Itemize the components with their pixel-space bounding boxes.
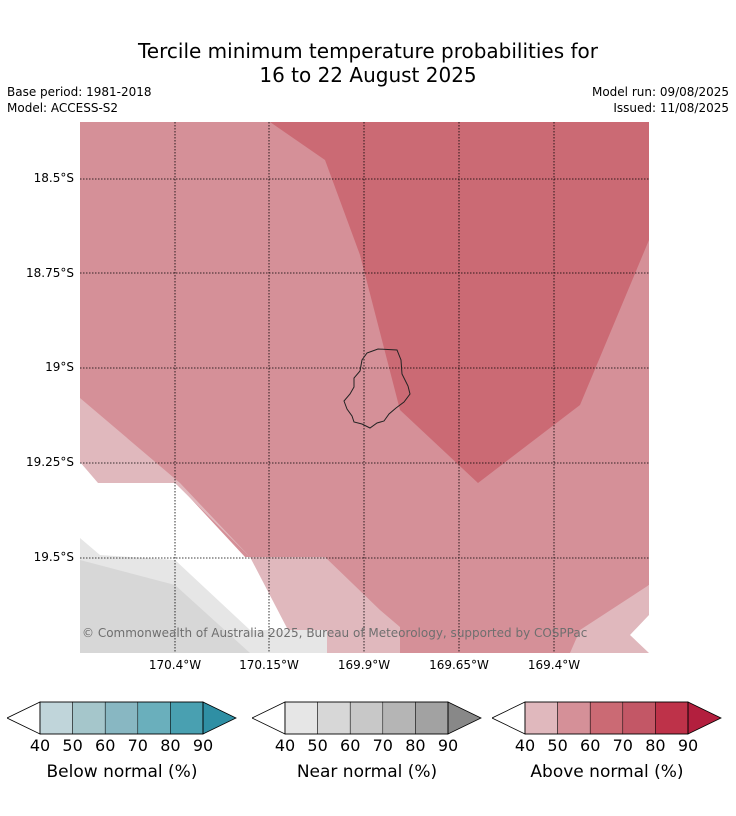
colorbar-tick-label: 40 [275, 736, 295, 755]
colorbar-tick-label: 70 [373, 736, 393, 755]
model-run-text: Model run: 09/08/2025 [591, 85, 729, 99]
colorbar-tick-label: 40 [30, 736, 50, 755]
colorbar-tick-label: 90 [438, 736, 458, 755]
colorbar-segment [415, 701, 449, 735]
colorbar-tick-label: 90 [678, 736, 698, 755]
colorbar-above-normal: 40 50 60 70 80 90 [492, 701, 722, 755]
lat-label-19-25: 19.25°S [26, 455, 74, 469]
colorbar-high-extension [447, 701, 482, 735]
base-period-text: Base period: 1981-2018 [7, 85, 152, 99]
colorbar-tick-label: 40 [515, 736, 535, 755]
lon-label-170-15: 170.15°W [239, 658, 299, 672]
colorbar-outline [524, 701, 689, 735]
colorbar-low-extension [7, 701, 41, 735]
model-text: Model: ACCESS-S2 [7, 101, 119, 115]
colorbar-outline [284, 701, 449, 735]
colorbar-segment [589, 701, 624, 735]
title-line-2: 16 to 22 August 2025 [259, 63, 477, 87]
colorbar-tick-label: 60 [95, 736, 115, 755]
colorbar-outline [39, 701, 204, 735]
lat-label-19: 19°S [45, 360, 74, 374]
colorbar-near-normal: 40 50 60 70 80 90 [252, 701, 482, 755]
colorbar-segment [104, 701, 139, 735]
colorbar-below-normal: 40 50 60 70 80 90 [7, 701, 237, 755]
colorbar-tick-label: 50 [307, 736, 327, 755]
lon-label-169-65: 169.65°W [429, 658, 489, 672]
colorbar-segment [39, 701, 73, 735]
zone-above-50-southeast [570, 585, 649, 653]
colorbar-segment [622, 701, 656, 735]
zone-above-50-west [80, 398, 400, 653]
island-coastline [343, 348, 411, 429]
colorbar-tick-label: 80 [160, 736, 180, 755]
legend-title-above-normal: Above normal (%) [530, 762, 684, 782]
colorbar-tick-label: 50 [547, 736, 567, 755]
colorbar-segment [524, 701, 558, 735]
lat-label-18-5: 18.5°S [33, 171, 74, 185]
legend-title-near-normal: Near normal (%) [296, 762, 438, 782]
title-line-1: Tercile minimum temperature probabilitie… [137, 39, 599, 63]
colorbar-tick-label: 70 [128, 736, 148, 755]
colorbar-segment [349, 701, 384, 735]
colorbar-segment [382, 701, 416, 735]
colorbar-tick-label: 50 [62, 736, 82, 755]
lat-label-19-5: 19.5°S [33, 550, 74, 564]
colorbar-high-extension [202, 701, 237, 735]
colorbar-high-extension [687, 701, 722, 735]
copyright-text: © Commonwealth of Australia 2025, Bureau… [82, 626, 588, 640]
colorbar-segment [137, 701, 171, 735]
colorbar-tick-label: 60 [340, 736, 360, 755]
issued-text: Issued: 11/08/2025 [613, 101, 729, 115]
colorbar-segment [170, 701, 204, 735]
probability-map [80, 122, 649, 653]
colorbar-segment [655, 701, 689, 735]
colorbar-tick-label: 90 [193, 736, 213, 755]
colorbar-low-extension [252, 701, 286, 735]
lat-label-18-75: 18.75°S [26, 266, 74, 280]
lon-label-170-4: 170.4°W [148, 658, 202, 672]
lon-label-169-9: 169.9°W [337, 658, 391, 672]
colorbar-tick-label: 80 [645, 736, 665, 755]
colorbar-low-extension [492, 701, 526, 735]
legend-title-below-normal: Below normal (%) [46, 762, 198, 782]
colorbar-segment [317, 701, 351, 735]
lon-label-169-4: 169.4°W [527, 658, 581, 672]
colorbar-tick-label: 70 [613, 736, 633, 755]
colorbar-segment [72, 701, 106, 735]
colorbar-tick-label: 80 [405, 736, 425, 755]
colorbar-segment [284, 701, 318, 735]
zone-near-50 [80, 560, 250, 653]
colorbar-tick-label: 60 [580, 736, 600, 755]
colorbar-segment [557, 701, 591, 735]
